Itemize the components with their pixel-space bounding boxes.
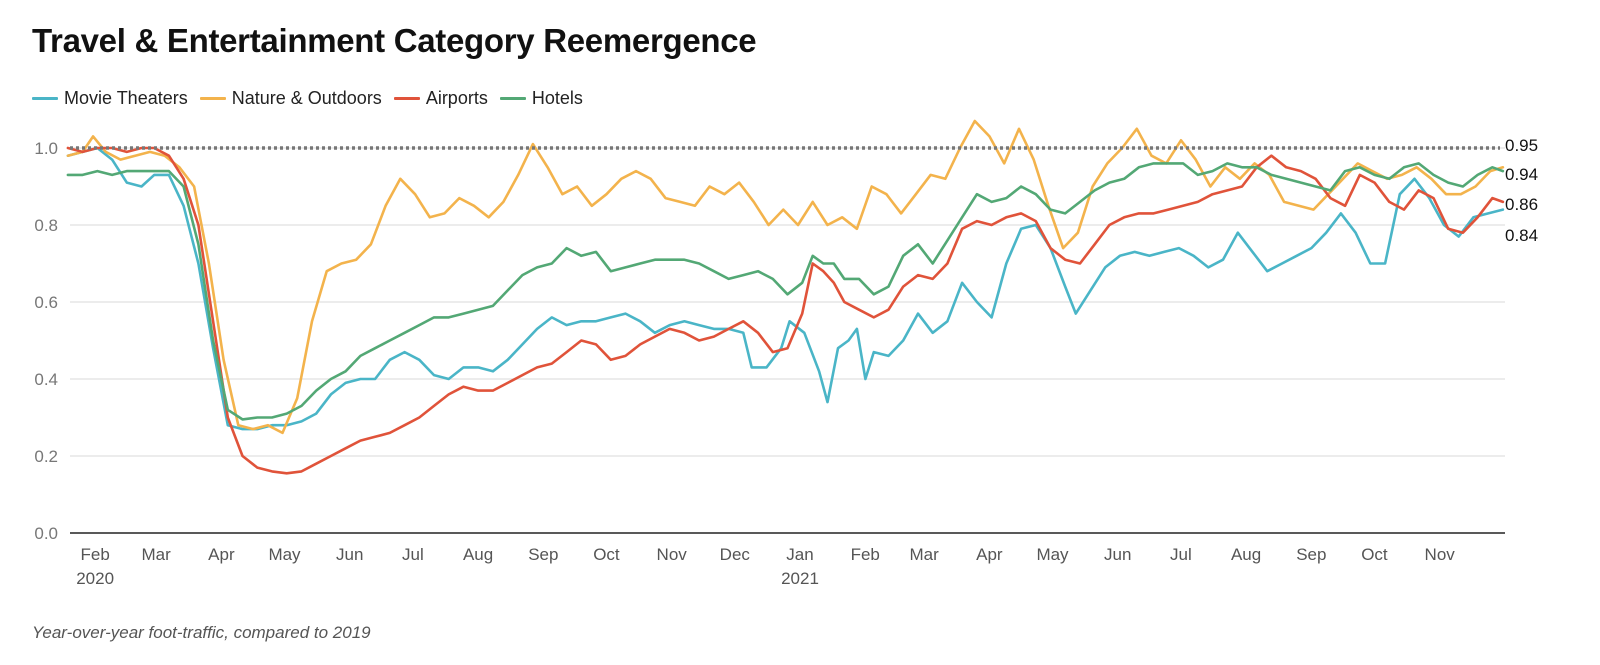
end-value-label: 0.84 bbox=[1505, 226, 1538, 245]
y-tick-label: 0.0 bbox=[34, 524, 58, 543]
legend-swatch-movie-theaters bbox=[32, 97, 58, 100]
x-tick-label: Nov bbox=[657, 545, 688, 564]
x-tick-label: Nov bbox=[1425, 545, 1456, 564]
x-tick-label: Jun bbox=[336, 545, 363, 564]
legend-swatch-nature-outdoors bbox=[199, 97, 226, 100]
x-tick-label: Sep bbox=[528, 545, 558, 564]
x-tick-label: May bbox=[268, 545, 301, 564]
legend-item-airports: Airports bbox=[393, 88, 488, 109]
x-tick-label: Apr bbox=[976, 545, 1003, 564]
x-tick-label: Aug bbox=[1231, 545, 1261, 564]
chart-legend: Movie Theaters Nature & Outdoors Airport… bbox=[32, 88, 595, 109]
legend-swatch-hotels bbox=[499, 97, 526, 100]
legend-item-hotels: Hotels bbox=[499, 88, 583, 109]
x-tick-label: Jan bbox=[786, 545, 813, 564]
x-tick-label: Feb bbox=[851, 545, 880, 564]
x-tick-label: Oct bbox=[593, 545, 620, 564]
y-tick-label: 0.8 bbox=[34, 216, 58, 235]
x-tick-label: May bbox=[1036, 545, 1069, 564]
x-tick-label: Aug bbox=[463, 545, 493, 564]
end-value-label: 0.94 bbox=[1505, 165, 1538, 184]
y-tick-label: 0.4 bbox=[34, 370, 58, 389]
legend-item-nature-outdoors: Nature & Outdoors bbox=[199, 88, 382, 109]
legend-swatch-airports bbox=[393, 97, 420, 100]
chart-title: Travel & Entertainment Category Reemerge… bbox=[32, 22, 757, 59]
legend-label-nature-outdoors: Nature & Outdoors bbox=[231, 88, 382, 108]
x-tick-label: Jul bbox=[1170, 545, 1192, 564]
x-tick-label: Apr bbox=[208, 545, 235, 564]
series-line-movie-theaters bbox=[66, 146, 1505, 431]
x-tick-year-label: 2020 bbox=[76, 569, 114, 588]
series-line-airports bbox=[66, 146, 1505, 475]
x-tick-label: Mar bbox=[910, 545, 940, 564]
y-tick-label: 0.2 bbox=[34, 447, 58, 466]
series-line-hotels bbox=[66, 162, 1505, 421]
legend-item-movie-theaters: Movie Theaters bbox=[32, 88, 188, 109]
x-tick-label: Jul bbox=[402, 545, 424, 564]
end-value-label: 0.86 bbox=[1505, 195, 1538, 214]
x-tick-label: Dec bbox=[720, 545, 751, 564]
legend-label-movie-theaters: Movie Theaters bbox=[64, 88, 188, 108]
x-tick-label: Mar bbox=[142, 545, 172, 564]
y-tick-label: 0.6 bbox=[34, 293, 58, 312]
chart-caption: Year-over-year foot-traffic, compared to… bbox=[32, 623, 371, 642]
legend-label-hotels: Hotels bbox=[531, 88, 583, 108]
end-value-label: 0.95 bbox=[1505, 136, 1538, 155]
x-tick-label: Sep bbox=[1296, 545, 1326, 564]
legend-label-airports: Airports bbox=[425, 88, 488, 108]
x-tick-year-label: 2021 bbox=[781, 569, 819, 588]
x-tick-label: Oct bbox=[1361, 545, 1388, 564]
x-tick-label: Feb bbox=[80, 545, 109, 564]
y-tick-label: 1.0 bbox=[34, 139, 58, 158]
x-tick-label: Jun bbox=[1104, 545, 1131, 564]
